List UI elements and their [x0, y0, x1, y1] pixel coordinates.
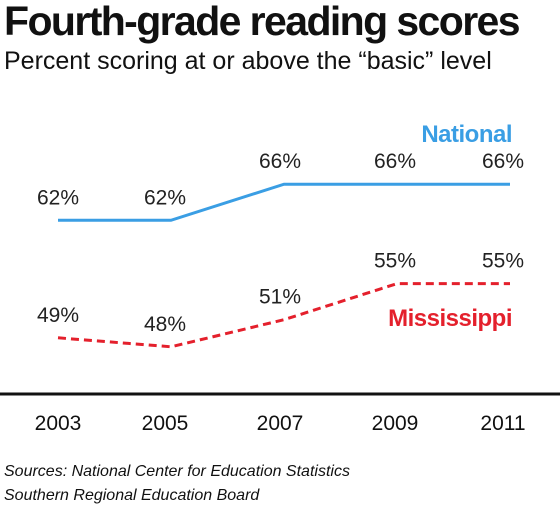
x-tick-layer: 2003 2005 2007 2009 2011	[35, 412, 526, 435]
chart-title: Fourth-grade reading scores	[4, 0, 521, 44]
sources-note: Sources: National Center for Education S…	[4, 460, 350, 508]
data-label-mississippi-2009: 55%	[374, 250, 416, 273]
data-label-national-2011: 66%	[482, 150, 524, 173]
data-label-national-2005: 62%	[144, 186, 186, 209]
series-label-national: National	[421, 121, 512, 148]
data-label-layer: 62% 62% 66% 66% 66% 49% 48% 51% 55% 55%	[37, 150, 524, 336]
data-label-mississippi-2003: 49%	[37, 304, 79, 327]
x-tick-label-2011: 2011	[480, 412, 525, 435]
data-label-national-2003: 62%	[37, 186, 79, 209]
data-label-mississippi-2011: 55%	[482, 250, 524, 273]
source-line-2: Southern Regional Education Board	[4, 487, 260, 504]
data-label-national-2009: 66%	[374, 150, 416, 173]
data-label-mississippi-2005: 48%	[144, 313, 186, 336]
chart-subtitle: Percent scoring at or above the “basic” …	[4, 47, 492, 75]
data-label-mississippi-2007: 51%	[259, 286, 301, 309]
x-tick-label-2003: 2003	[35, 412, 82, 435]
series-line-national	[58, 182, 510, 222]
x-tick-label-2009: 2009	[372, 412, 419, 435]
x-tick-label-2007: 2007	[257, 412, 304, 435]
series-layer	[57, 182, 510, 349]
source-line-1: Sources: National Center for Education S…	[4, 463, 350, 480]
x-tick-label-2005: 2005	[142, 412, 189, 435]
series-label-mississippi: Mississippi	[388, 305, 512, 332]
legend-layer: National Mississippi	[388, 121, 512, 332]
data-label-national-2007: 66%	[259, 150, 301, 173]
